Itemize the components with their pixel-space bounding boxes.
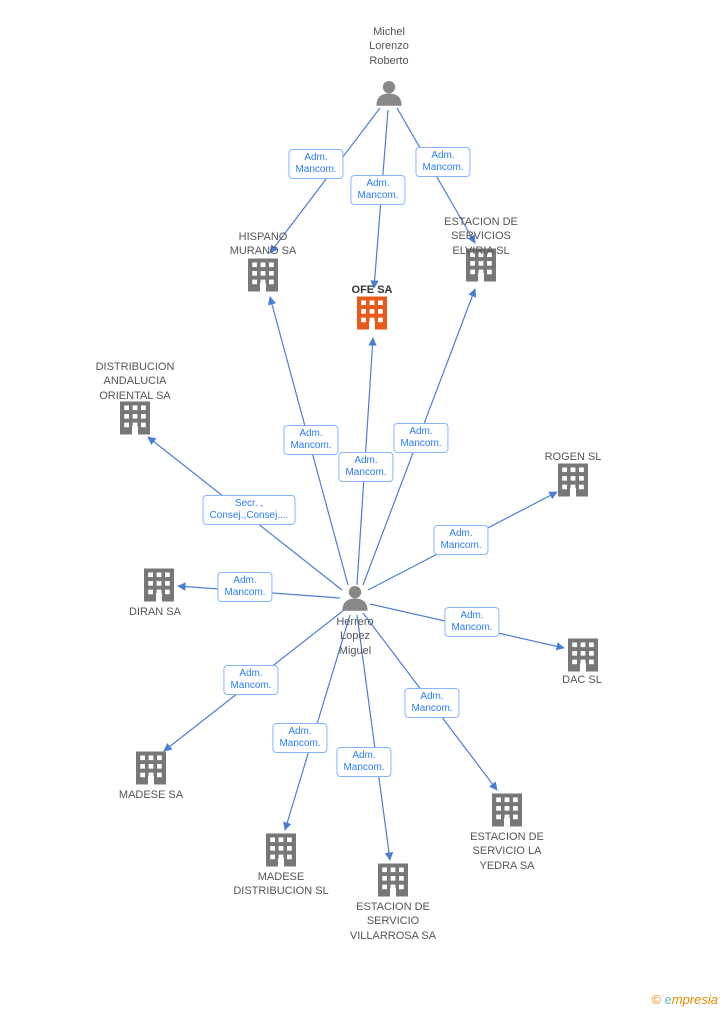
node-label: Herrero Lopez Miguel bbox=[336, 615, 373, 658]
watermark: © empresia bbox=[651, 992, 718, 1007]
building-icon bbox=[568, 639, 598, 672]
node-label: MADESE SA bbox=[119, 788, 183, 802]
node-label: DIRAN SA bbox=[129, 605, 181, 619]
edge-label: Adm. Mancom. bbox=[350, 175, 405, 205]
edge-label: Adm. Mancom. bbox=[272, 723, 327, 753]
node-label: HISPANO MURANO SA bbox=[230, 230, 297, 259]
person-icon bbox=[376, 81, 401, 106]
node-label: Michel Lorenzo Roberto bbox=[369, 25, 409, 68]
building-icon bbox=[378, 864, 408, 897]
edge-label: Adm. Mancom. bbox=[223, 665, 278, 695]
edge-label: Adm. Mancom. bbox=[336, 747, 391, 777]
edge-label: Adm. Mancom. bbox=[415, 147, 470, 177]
edge-label: Adm. Mancom. bbox=[217, 572, 272, 602]
diagram-canvas bbox=[0, 0, 728, 1015]
watermark-e: e bbox=[665, 992, 672, 1007]
edge-label: Adm. Mancom. bbox=[283, 425, 338, 455]
building-icon bbox=[144, 569, 174, 602]
building-icon bbox=[558, 464, 588, 497]
edge-label: Adm. Mancom. bbox=[338, 452, 393, 482]
node-label: OFE SA bbox=[352, 283, 393, 297]
watermark-text: mpresia bbox=[672, 992, 718, 1007]
edge-label: Adm. Mancom. bbox=[393, 423, 448, 453]
node-label: MADESE DISTRIBUCION SL bbox=[233, 870, 328, 899]
node-label: ESTACION DE SERVICIO VILLARROSA SA bbox=[350, 900, 436, 943]
node-label: ESTACION DE SERVICIOS ELVIRIA SL bbox=[444, 215, 518, 258]
building-icon bbox=[357, 297, 387, 330]
edge-label: Adm. Mancom. bbox=[444, 607, 499, 637]
building-icon bbox=[248, 259, 278, 292]
edge-label: Adm. Mancom. bbox=[433, 525, 488, 555]
building-icon bbox=[120, 402, 150, 435]
building-icon bbox=[266, 834, 296, 867]
node-label: ROGEN SL bbox=[545, 450, 602, 464]
node-label: ESTACION DE SERVICIO LA YEDRA SA bbox=[470, 830, 544, 873]
person-icon bbox=[342, 586, 367, 611]
edge-label: Adm. Mancom. bbox=[404, 688, 459, 718]
node-label: DAC SL bbox=[562, 673, 602, 687]
edge-label: Adm. Mancom. bbox=[288, 149, 343, 179]
building-icon bbox=[492, 794, 522, 827]
copyright-symbol: © bbox=[651, 992, 661, 1007]
node-label: DISTRIBUCION ANDALUCIA ORIENTAL SA bbox=[96, 360, 175, 403]
edge-label: Secr. , Consej.,Consej.... bbox=[203, 495, 296, 525]
building-icon bbox=[136, 752, 166, 785]
